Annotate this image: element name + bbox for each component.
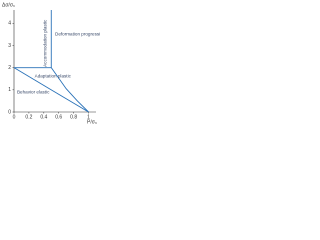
region-label: Accommodation plastic [43,19,48,67]
chart: Δσ/σ₀ P/σ₀ 0 1 2 3 4 0 0.2 0.4 0.6 0.8 1 Deformatio… [2,2,100,125]
y-tick-label: 1 [8,87,11,93]
x-tick-label: 0.8 [70,114,77,120]
x-tick-label: 0 [13,114,16,120]
x-tick-label: 1 [87,114,90,120]
region-label: Adaptation plastic [35,74,72,79]
boundary-line [13,67,89,113]
x-tick-label: 0.4 [40,114,47,120]
y-axis-label: Δσ/σ₀ [2,2,15,8]
region-label: Deformation progressive [55,32,100,37]
boundary-line [50,67,89,113]
x-tick-label: 0.6 [55,114,62,120]
region-label: Behavior elastic [17,89,50,94]
y-tick-label: 2 [8,65,11,71]
x-axis-label: P/σ₀ [87,119,97,125]
y-tick-label: 0 [8,109,11,115]
y-tick-label: 3 [8,43,11,49]
x-tick-label: 0.2 [25,114,32,120]
y-tick-label: 4 [8,21,11,27]
